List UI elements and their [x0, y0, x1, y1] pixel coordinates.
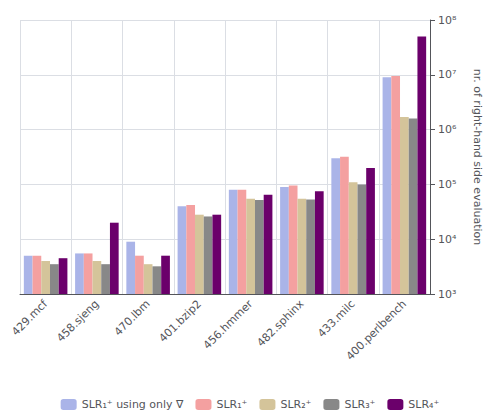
svg-text:470.lbm: 470.lbm: [112, 297, 153, 338]
svg-text:10³: 10³: [438, 288, 456, 301]
svg-text:458.sjeng: 458.sjeng: [54, 297, 101, 344]
svg-text:SLR₄⁺: SLR₄⁺: [408, 398, 439, 411]
svg-text:10⁸: 10⁸: [438, 14, 457, 27]
svg-text:10⁴: 10⁴: [438, 233, 457, 246]
svg-text:10⁵: 10⁵: [438, 178, 456, 191]
svg-text:nr. of right-hand side evaluat: nr. of right-hand side evaluation: [471, 69, 484, 245]
svg-text:401.bzip2: 401.bzip2: [156, 297, 204, 345]
svg-text:429.mcf: 429.mcf: [9, 297, 51, 339]
svg-text:10⁷: 10⁷: [438, 68, 456, 81]
svg-text:SLR₁⁺ using only ∇: SLR₁⁺ using only ∇: [82, 398, 184, 411]
svg-text:433.milc: 433.milc: [315, 297, 358, 340]
svg-text:400.perlbench: 400.perlbench: [344, 297, 409, 362]
svg-text:SLR₃⁺: SLR₃⁺: [344, 398, 375, 411]
svg-text:SLR₁⁺: SLR₁⁺: [216, 398, 247, 411]
svg-text:10⁶: 10⁶: [438, 123, 457, 136]
svg-text:482.sphinx: 482.sphinx: [254, 297, 306, 349]
svg-text:SLR₂⁺: SLR₂⁺: [280, 398, 311, 411]
svg-text:456.hmmer: 456.hmmer: [201, 297, 256, 352]
